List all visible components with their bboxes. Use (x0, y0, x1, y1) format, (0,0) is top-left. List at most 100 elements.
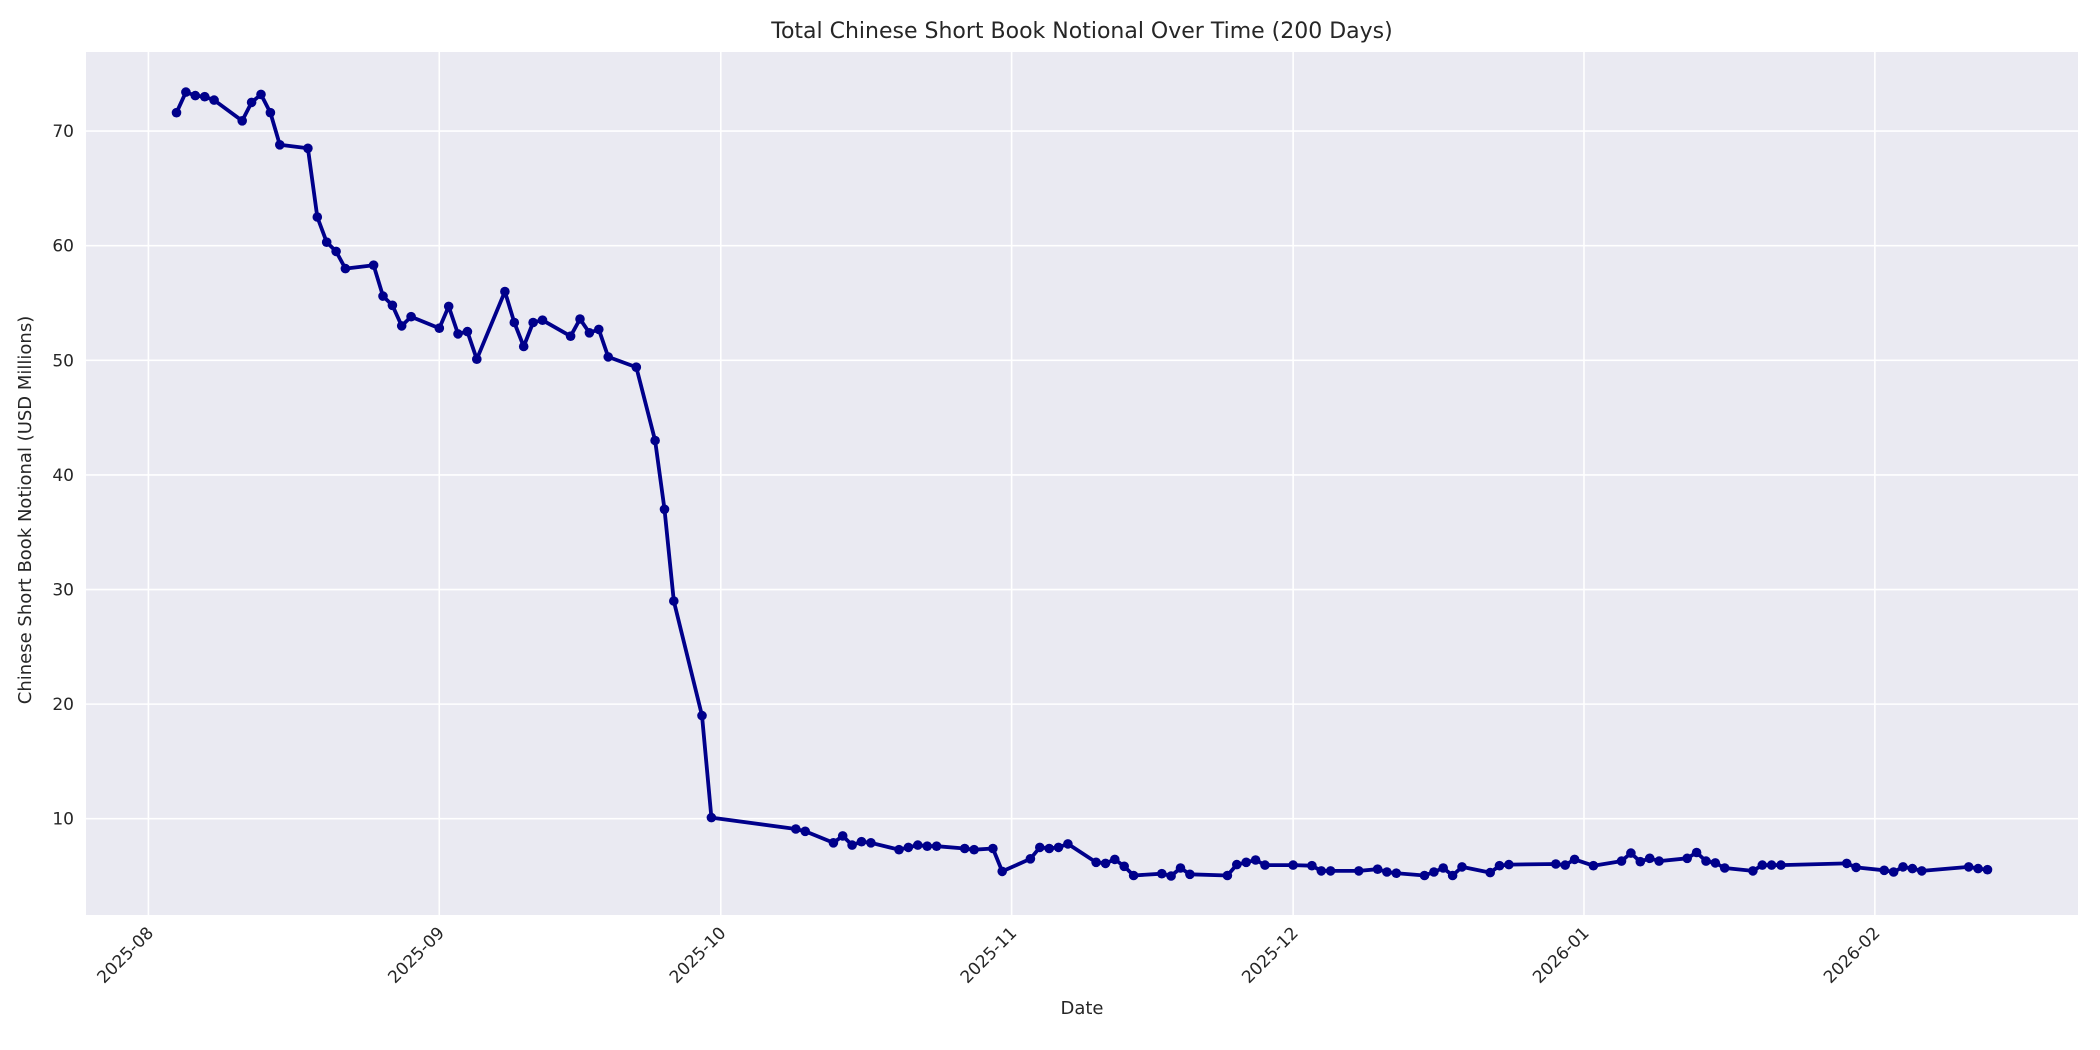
data-point (1973, 863, 1983, 874)
data-point (472, 354, 482, 365)
data-point (997, 866, 1007, 877)
data-point (1982, 864, 1993, 875)
y-tick-label: 50 (52, 351, 74, 371)
data-point (1354, 866, 1364, 876)
data-point (1494, 860, 1505, 871)
data-point (509, 317, 520, 328)
data-point (1438, 863, 1448, 873)
data-point (669, 596, 679, 606)
data-point (847, 840, 857, 850)
data-point (256, 89, 266, 100)
y-axis-label: Chinese Short Book Notional (USD Million… (15, 316, 36, 704)
data-point (1391, 868, 1402, 878)
data-point (275, 140, 285, 150)
data-point (378, 291, 388, 301)
data-point (866, 838, 876, 848)
data-point (1307, 860, 1317, 871)
data-point (1091, 857, 1101, 868)
data-point (1166, 871, 1176, 881)
x-tick-label: 2025-10 (666, 923, 730, 987)
data-point (1616, 856, 1627, 866)
data-point (1025, 854, 1036, 864)
data-point (1063, 839, 1073, 849)
data-point (828, 838, 839, 848)
data-point (1682, 853, 1692, 864)
data-point (528, 317, 538, 328)
data-point (1917, 866, 1927, 876)
data-point (340, 263, 351, 274)
data-point (190, 90, 201, 101)
data-point (387, 300, 398, 311)
data-point (453, 329, 463, 339)
data-point (1222, 870, 1233, 881)
x-axis-label: Date (1060, 998, 1103, 1019)
data-point (1429, 867, 1439, 877)
data-point (1157, 868, 1167, 879)
data-point (1757, 860, 1768, 870)
data-point (1325, 866, 1336, 876)
data-point (931, 841, 942, 851)
data-point (181, 87, 191, 97)
data-point (406, 311, 416, 322)
data-point (1119, 861, 1129, 872)
data-point (1485, 867, 1495, 878)
data-point (265, 107, 276, 118)
data-point (1879, 865, 1889, 876)
data-point (1898, 862, 1908, 872)
data-point (1701, 856, 1711, 866)
data-point (988, 843, 998, 854)
data-point (1588, 860, 1599, 871)
data-point (894, 844, 904, 855)
data-point (1457, 862, 1467, 872)
data-point (1504, 859, 1514, 870)
x-tick-label: 2025-11 (957, 923, 1021, 987)
data-point (434, 323, 445, 334)
data-point (443, 301, 454, 312)
data-point (565, 331, 576, 342)
data-point (856, 836, 867, 847)
data-point (1963, 862, 1974, 872)
data-point (1691, 847, 1702, 858)
data-point (1185, 869, 1195, 880)
data-point (903, 842, 914, 853)
data-point (1551, 859, 1561, 869)
data-point (969, 844, 979, 855)
data-point (1569, 854, 1580, 865)
data-point (1654, 856, 1664, 866)
data-point (237, 116, 247, 126)
data-point (1232, 859, 1242, 870)
data-point (1560, 860, 1570, 870)
y-tick-label: 70 (52, 122, 74, 142)
x-tick-label: 2026-01 (1529, 923, 1593, 987)
data-point (1100, 858, 1111, 869)
data-point (1044, 843, 1054, 854)
data-point (1719, 863, 1730, 873)
x-tick-label: 2025-08 (94, 923, 158, 987)
y-tick-label: 20 (52, 695, 74, 715)
data-point (1766, 860, 1777, 870)
data-point (1128, 870, 1139, 881)
y-tick-label: 60 (52, 237, 74, 257)
data-point (1907, 863, 1918, 874)
data-point (1419, 870, 1430, 881)
data-point (1053, 842, 1064, 853)
data-point (603, 352, 613, 362)
chart-title: Total Chinese Short Book Notional Over T… (770, 19, 1392, 44)
data-point (631, 362, 642, 373)
data-point (1316, 866, 1327, 876)
data-point (1250, 855, 1261, 865)
data-point (246, 97, 257, 108)
data-point (1241, 857, 1251, 868)
data-point (1851, 862, 1861, 873)
data-point (1710, 858, 1721, 868)
data-point (1260, 860, 1270, 870)
data-point (650, 435, 660, 446)
data-point (537, 315, 548, 326)
x-tick-label: 2025-09 (384, 923, 448, 987)
data-point (584, 328, 595, 338)
x-tick-label: 2025-12 (1238, 923, 1302, 987)
data-point (171, 107, 182, 118)
data-point (922, 841, 932, 851)
